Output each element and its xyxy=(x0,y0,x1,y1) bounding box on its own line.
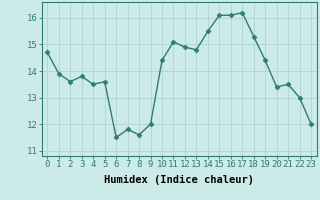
X-axis label: Humidex (Indice chaleur): Humidex (Indice chaleur) xyxy=(104,175,254,185)
